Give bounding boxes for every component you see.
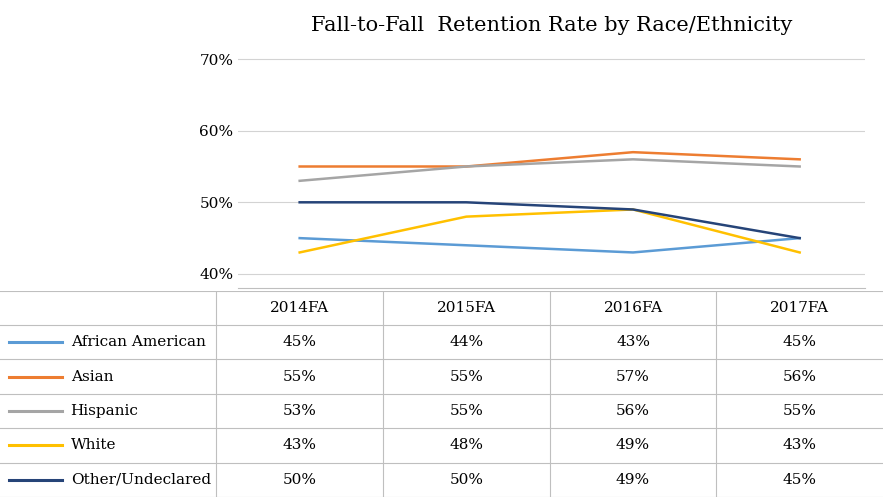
Text: 56%: 56%	[616, 404, 650, 418]
Text: 53%: 53%	[283, 404, 317, 418]
Text: 2016FA: 2016FA	[603, 301, 662, 315]
Text: 50%: 50%	[449, 473, 483, 487]
Text: 57%: 57%	[616, 370, 650, 384]
Text: 2015FA: 2015FA	[437, 301, 496, 315]
Text: 56%: 56%	[782, 370, 817, 384]
Title: Fall-to-Fall  Retention Rate by Race/Ethnicity: Fall-to-Fall Retention Rate by Race/Ethn…	[311, 16, 793, 35]
Text: 43%: 43%	[782, 438, 817, 452]
Text: 55%: 55%	[449, 370, 483, 384]
Text: 44%: 44%	[449, 335, 483, 349]
Text: 50%: 50%	[283, 473, 317, 487]
Text: 43%: 43%	[616, 335, 650, 349]
Text: 45%: 45%	[782, 335, 817, 349]
Text: White: White	[71, 438, 117, 452]
Text: 2017FA: 2017FA	[770, 301, 829, 315]
Text: 49%: 49%	[616, 438, 650, 452]
Text: 55%: 55%	[283, 370, 317, 384]
Text: Hispanic: Hispanic	[71, 404, 139, 418]
Text: 45%: 45%	[782, 473, 817, 487]
Text: 48%: 48%	[449, 438, 483, 452]
Text: 55%: 55%	[449, 404, 483, 418]
Text: 2014FA: 2014FA	[270, 301, 329, 315]
Text: 49%: 49%	[616, 473, 650, 487]
Text: 43%: 43%	[283, 438, 317, 452]
Text: African American: African American	[71, 335, 206, 349]
Text: 55%: 55%	[782, 404, 817, 418]
Text: Other/Undeclared: Other/Undeclared	[71, 473, 211, 487]
Text: Asian: Asian	[71, 370, 113, 384]
Text: 45%: 45%	[283, 335, 317, 349]
